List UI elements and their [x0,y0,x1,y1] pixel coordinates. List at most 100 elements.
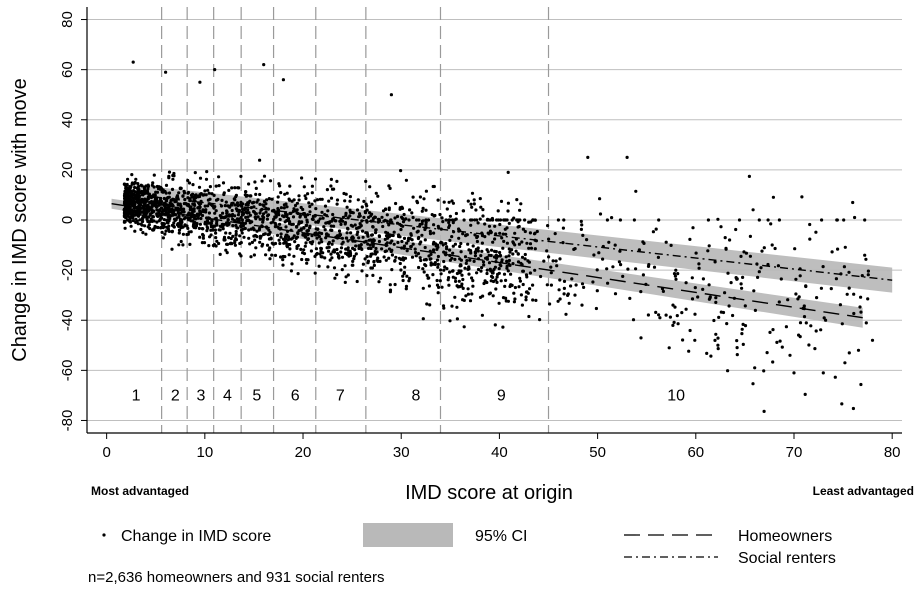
data-point [405,241,409,245]
data-point [498,250,502,255]
data-point [467,248,471,252]
decile-label: 3 [196,387,205,404]
data-point [284,237,288,241]
data-point [172,221,176,225]
data-point [531,283,535,287]
data-point [208,185,212,189]
data-point [601,257,605,261]
data-point [618,218,623,222]
data-point [287,219,291,223]
data-point [148,201,152,205]
data-point [401,274,405,278]
data-point [164,183,169,187]
data-point [202,193,206,197]
data-point [337,229,342,233]
data-point [507,262,511,266]
data-point [346,227,350,231]
data-point [820,218,824,222]
data-point [418,195,422,199]
data-point [318,252,322,256]
data-point [506,201,510,205]
data-point [266,213,271,217]
data-point [853,215,857,220]
data-point [455,317,459,321]
data-point [461,209,466,213]
data-point [467,272,471,276]
data-point [716,347,720,351]
data-point [481,214,485,218]
data-point [740,286,744,290]
data-point [147,215,151,219]
data-point [549,265,553,269]
data-point [519,261,523,265]
data-point [798,274,802,278]
data-point [320,197,324,201]
data-point [214,184,218,188]
data-point [220,198,224,202]
data-point [340,255,345,259]
y-tick-label: 40 [59,111,76,128]
data-point [697,266,701,270]
data-point [305,261,309,265]
data-point [549,271,553,275]
data-point [402,236,407,240]
data-point [506,269,510,273]
data-point [445,207,449,211]
data-point [165,221,169,225]
data-point [479,269,483,273]
data-point [421,267,425,271]
y-tick-label: 0 [59,216,76,224]
data-point [299,228,303,232]
data-point [246,201,250,205]
data-point [276,207,280,211]
data-point [273,225,277,229]
data-point [164,213,168,217]
data-point [388,288,393,292]
data-point [368,243,372,247]
data-point [417,265,421,270]
data-point [163,232,167,236]
data-point [151,228,155,232]
data-point [139,203,143,207]
data-point [308,204,312,209]
data-point [468,299,473,303]
data-point [165,225,169,229]
data-point [265,243,270,247]
data-point [240,210,244,214]
data-point [316,227,320,231]
data-point [282,203,286,207]
data-point [475,235,479,240]
data-point [491,275,495,279]
data-point [355,279,359,284]
data-point [400,215,404,219]
data-point [288,247,292,251]
data-point [802,304,806,308]
data-point [164,70,168,74]
data-point [748,234,753,238]
data-point [252,253,256,257]
data-point [158,217,162,222]
data-point [221,211,225,215]
data-point [513,297,517,301]
y-axis-label: Change in IMD score with move [9,78,31,361]
data-point [480,234,485,238]
data-point [390,233,394,237]
data-point [193,216,197,220]
data-point [569,284,573,288]
data-point [317,264,321,268]
data-point [507,258,511,263]
data-point [743,304,747,308]
data-point [322,225,326,229]
data-point [723,236,727,240]
data-point [798,321,803,325]
data-point [330,228,334,232]
x-tick-label: 10 [196,444,213,461]
data-point [124,215,128,220]
data-point [170,230,174,234]
data-point [426,218,431,222]
data-point [507,254,511,258]
data-point [252,210,256,214]
data-point [793,247,797,251]
data-point [478,295,483,299]
data-point [252,228,256,232]
